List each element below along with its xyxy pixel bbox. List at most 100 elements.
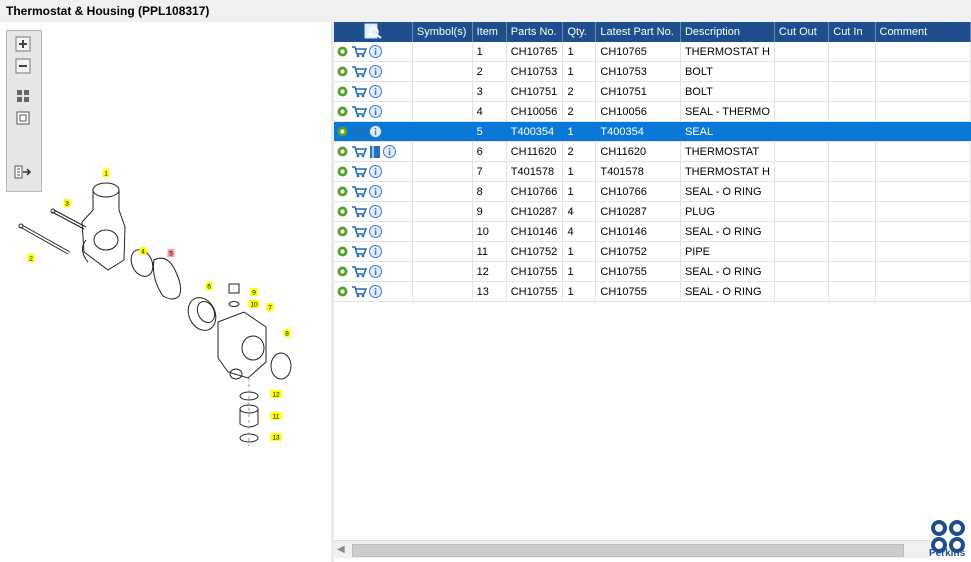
cart-icon[interactable] [351,225,368,238]
callout-label-box[interactable] [248,300,260,308]
cart-icon[interactable] [351,265,368,278]
gear-icon[interactable] [336,185,349,198]
info-icon[interactable] [369,265,382,278]
scroll-left-icon[interactable]: ◀ [337,544,345,555]
cart-icon[interactable] [351,205,368,218]
gear-icon[interactable] [336,205,349,218]
info-icon[interactable] [369,205,382,218]
column-header-item[interactable]: Item [472,22,507,42]
callout-label[interactable]: 4 [141,249,145,256]
callout-label[interactable]: 13 [272,435,280,442]
gear-icon[interactable] [336,105,349,118]
cart-icon[interactable] [351,245,368,258]
column-header-parts-no[interactable]: Parts No. [506,22,564,42]
callout-label-box[interactable] [270,412,282,420]
table-row[interactable]: 4 CH10056 2 CH10056 SEAL - THERMO [334,101,971,122]
callout-label[interactable]: 11 [273,414,280,421]
cart-icon[interactable] [351,45,368,58]
info-icon[interactable] [369,85,382,98]
callout-label-box[interactable] [63,199,71,207]
info-icon[interactable] [383,145,396,158]
callout-label-box[interactable] [250,288,258,296]
info-icon[interactable] [369,65,382,78]
horizontal-scrollbar[interactable]: ◀ [334,540,930,558]
info-icon[interactable] [369,185,382,198]
cart-icon[interactable] [351,85,368,98]
table-row[interactable]: 12 CH10755 1 CH10755 SEAL - O RING [334,261,971,282]
column-header-description[interactable]: Description [680,22,775,42]
callout-label[interactable]: 1 [104,171,108,178]
table-row[interactable]: 2 CH10753 1 CH10753 BOLT [334,61,971,82]
fit-all-icon[interactable] [14,87,32,105]
callout-label[interactable]: 9 [252,290,256,297]
table-row[interactable]: 10 CH10146 4 CH10146 SEAL - O RING [334,221,971,242]
info-icon[interactable] [369,285,382,298]
actual-size-icon[interactable] [14,109,32,127]
gear-icon[interactable] [336,45,349,58]
cart-icon[interactable] [351,125,368,138]
table-row[interactable]: 5 T400354 1 T400354 SEAL [334,121,971,142]
column-header-cut-out[interactable]: Cut Out [774,22,830,42]
cart-icon[interactable] [351,165,368,178]
info-icon[interactable] [369,105,382,118]
cart-icon[interactable] [351,65,368,78]
table-row[interactable]: 11 CH10752 1 CH10752 PIPE [334,241,971,262]
gear-icon[interactable] [336,245,349,258]
callout-label-box[interactable] [139,247,147,255]
column-header-tools[interactable] [334,22,413,42]
zoom-in-icon[interactable] [14,35,32,53]
column-header-cut-in[interactable]: Cut In [828,22,876,42]
info-icon[interactable] [369,225,382,238]
table-row[interactable]: 6 CH11620 2 CH11620 THERMOSTAT [334,141,971,162]
table-row[interactable]: 7 T401578 1 T401578 THERMOSTAT H [334,161,971,182]
scrollbar-thumb[interactable] [352,544,904,557]
pane-splitter[interactable] [331,22,334,562]
cart-icon[interactable] [351,105,368,118]
info-icon[interactable] [369,125,382,138]
gear-icon[interactable] [336,265,349,278]
diagram-pane[interactable]: 1 2 3 4 5 6 7 8 9 10 11 12 13 [0,22,332,562]
gear-icon[interactable] [336,165,349,178]
callout-label[interactable]: 12 [272,392,280,399]
cart-icon[interactable] [351,145,368,158]
callout-label[interactable]: 10 [250,302,258,309]
cart-icon[interactable] [351,185,368,198]
callout-label-box[interactable] [270,390,282,398]
callout-label-box[interactable] [266,303,274,311]
callout-label[interactable]: 3 [65,201,69,208]
table-row[interactable]: 9 CH10287 4 CH10287 PLUG [334,201,971,222]
gear-icon[interactable] [336,65,349,78]
info-icon[interactable] [369,45,382,58]
book-icon[interactable] [369,145,381,159]
table-row[interactable]: 8 CH10766 1 CH10766 SEAL - O RING [334,181,971,202]
callout-label[interactable]: 5 [169,251,173,258]
table-row[interactable]: 13 CH10755 1 CH10755 SEAL - O RING [334,281,971,302]
callout-label-box[interactable] [167,249,175,257]
column-header-qty[interactable]: Qty. [562,22,597,42]
gear-icon[interactable] [336,285,349,298]
callout-label[interactable]: 7 [268,305,272,312]
gear-icon[interactable] [336,225,349,238]
column-header-symbols[interactable]: Symbol(s) [412,22,473,42]
callout-label-box[interactable] [102,169,110,177]
preview-icon[interactable] [364,23,382,39]
callout-label-box[interactable] [283,329,291,337]
info-icon[interactable] [369,245,382,258]
column-header-comment[interactable]: Comment [875,22,971,42]
gear-icon[interactable] [336,145,349,158]
callout-label-box[interactable] [205,282,213,290]
table-row[interactable]: 1 CH10765 1 CH10765 THERMOSTAT H [334,42,971,62]
callout-label[interactable]: 6 [207,284,211,291]
callout-label-box[interactable] [27,254,35,262]
table-row[interactable]: 3 CH10751 2 CH10751 BOLT [334,81,971,102]
callout-label[interactable]: 2 [29,256,33,263]
gear-icon[interactable] [336,125,349,138]
column-header-latest-part-no[interactable]: Latest Part No. [595,22,681,42]
export-icon[interactable] [14,163,32,181]
callout-label-box[interactable] [270,433,282,441]
zoom-out-icon[interactable] [14,57,32,75]
cart-icon[interactable] [351,285,368,298]
info-icon[interactable] [369,165,382,178]
gear-icon[interactable] [336,85,349,98]
callout-label[interactable]: 8 [285,331,289,338]
